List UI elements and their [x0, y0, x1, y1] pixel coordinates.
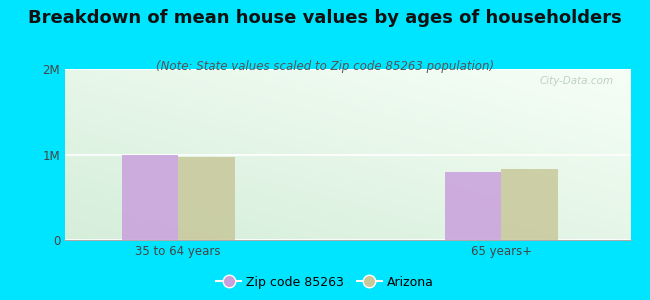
Bar	[178, 157, 235, 240]
Bar	[501, 169, 558, 240]
Text: (Note: State values scaled to Zip code 85263 population): (Note: State values scaled to Zip code 8…	[156, 60, 494, 73]
Bar	[122, 154, 178, 240]
Bar	[445, 172, 501, 240]
Text: City-Data.com: City-Data.com	[540, 76, 614, 86]
Legend: Zip code 85263, Arizona: Zip code 85263, Arizona	[211, 271, 439, 294]
Text: Breakdown of mean house values by ages of householders: Breakdown of mean house values by ages o…	[28, 9, 622, 27]
